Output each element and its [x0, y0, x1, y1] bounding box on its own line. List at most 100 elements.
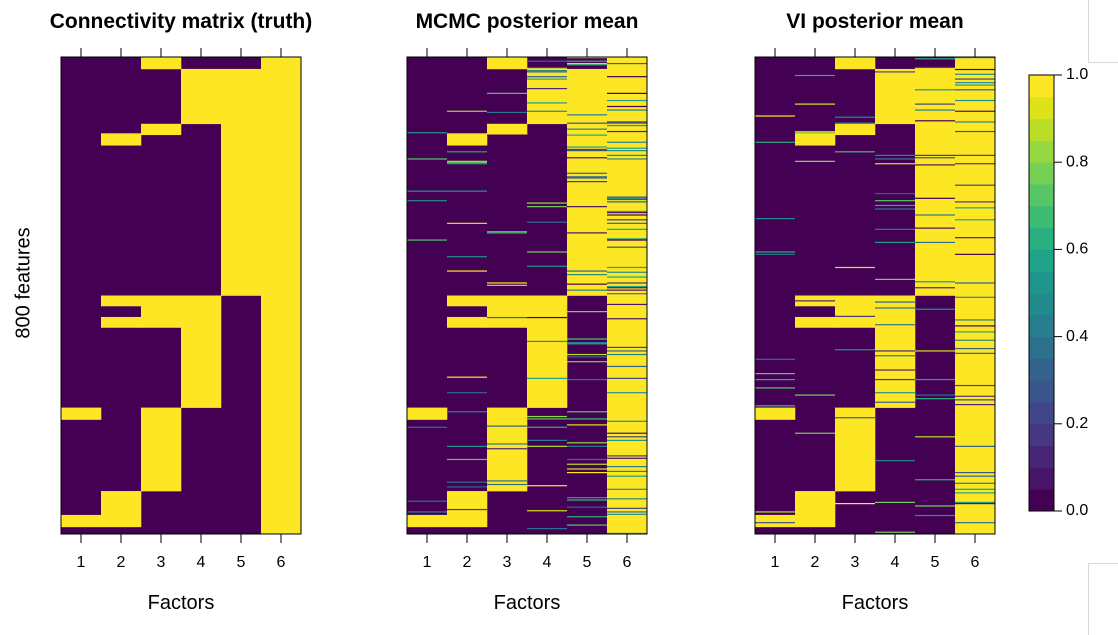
- colorbar-tick-label: 0.2: [1066, 415, 1088, 432]
- heatmap-row-stripe: [915, 287, 955, 289]
- heatmap-row-stripe: [527, 528, 567, 530]
- colorbar-level: [1029, 96, 1054, 120]
- heatmap-cell-block: [795, 491, 836, 528]
- colorbar-level: [1029, 227, 1054, 250]
- heatmap-row-stripe: [915, 157, 955, 159]
- heatmap-row-stripe: [607, 121, 647, 123]
- panel-1: Connectivity matrix (truth) 1 2 3 4 5 6 Factors: [50, 10, 313, 614]
- heatmap-row-stripe: [607, 377, 647, 379]
- heatmap-row-stripe: [955, 347, 995, 350]
- heatmap-row-stripe: [875, 355, 915, 357]
- heatmap-row-stripe: [607, 201, 647, 203]
- heatmap-cell-block: [141, 407, 182, 492]
- heatmap-row-stripe: [607, 76, 647, 78]
- heatmap-row-stripe: [915, 227, 955, 229]
- heatmap-row-stripe: [527, 251, 567, 253]
- heatmap-row-stripe: [567, 471, 607, 474]
- heatmap-row-stripe: [607, 246, 647, 248]
- heatmap-row-stripe: [607, 287, 647, 289]
- heatmap-cell-block: [527, 295, 568, 408]
- colorbar-level: [1029, 314, 1054, 338]
- heatmap-row-stripe: [447, 486, 487, 488]
- heatmap-cell-block: [141, 57, 182, 70]
- heatmap-cell-block: [955, 57, 996, 535]
- heatmap-row-stripe: [915, 89, 955, 91]
- heatmap-row-stripe: [447, 508, 487, 511]
- colorbar-level: [1029, 249, 1054, 272]
- heatmap-row-stripe: [567, 442, 607, 444]
- heatmap-row-stripe: [487, 448, 527, 450]
- heatmap-row-stripe: [567, 57, 607, 59]
- heatmap-cell-block: [567, 68, 608, 296]
- heatmap-row-stripe: [607, 214, 647, 216]
- heatmap-row-stripe: [487, 231, 527, 233]
- heatmap-row-stripe: [567, 497, 607, 499]
- heatmap-row-stripe: [755, 378, 795, 381]
- heatmap-row-stripe: [527, 418, 567, 420]
- heatmap-row-stripe: [755, 522, 795, 524]
- x-tick-label: 3: [851, 554, 860, 571]
- heatmap-row-stripe: [835, 151, 875, 153]
- heatmap-row-stripe: [955, 99, 995, 102]
- heatmap-row-stripe: [567, 283, 607, 285]
- heatmap-row-stripe: [875, 531, 915, 533]
- heatmap-row-stripe: [567, 134, 607, 136]
- heatmap-row-stripe: [407, 426, 447, 428]
- heatmap-cell-block: [101, 316, 142, 328]
- heatmap-row-stripe: [755, 115, 795, 117]
- heatmap-row-stripe: [567, 60, 607, 62]
- heatmap-row-stripe: [447, 160, 487, 162]
- heatmap-cell-block: [181, 68, 222, 125]
- heatmap-row-stripe: [875, 71, 915, 73]
- heatmap-cell-block: [487, 57, 528, 70]
- colorbar-level: [1029, 489, 1054, 512]
- heatmap-row-stripe: [407, 200, 447, 202]
- heatmap-row-stripe: [527, 439, 567, 441]
- heatmap-row-stripe: [607, 455, 647, 457]
- heatmap-row-stripe: [955, 384, 995, 387]
- heatmap-row-stripe: [527, 67, 567, 69]
- heatmap-cell-block: [101, 491, 142, 528]
- heatmap-row-stripe: [487, 282, 527, 284]
- x-tick-label: 2: [463, 554, 472, 571]
- colorbar-level: [1029, 140, 1054, 163]
- heatmap-row-stripe: [447, 190, 487, 192]
- colorbar-tick-label: 0.8: [1066, 153, 1088, 170]
- heatmap-row-stripe: [407, 500, 447, 502]
- panel-3: VI posterior mean 1 2 3 4 5 6 Factors: [754, 10, 996, 614]
- x-axis-label: Factors: [842, 592, 909, 614]
- heatmap-row-stripe: [607, 439, 647, 441]
- heatmap-row-stripe: [447, 458, 487, 461]
- x-tick-label: 4: [543, 554, 552, 571]
- heatmap-row-stripe: [487, 443, 527, 445]
- heatmap-row-stripe: [955, 492, 995, 494]
- heatmap-row-stripe: [567, 353, 607, 356]
- heatmap-row-stripe: [875, 301, 915, 303]
- heatmap-cell-block: [487, 407, 528, 492]
- heatmap-row-stripe: [915, 514, 955, 517]
- heatmap-row-stripe: [607, 475, 647, 477]
- colorbar-tick-label: 0.0: [1066, 502, 1088, 519]
- heatmap-row-stripe: [607, 228, 647, 230]
- heatmap-row-stripe: [607, 289, 647, 291]
- heatmap-row-stripe: [527, 110, 567, 112]
- heatmap-row-stripe: [607, 432, 647, 434]
- colorbar: 0.0 0.2 0.4 0.6 0.8 1.0: [1028, 66, 1088, 519]
- heatmap-row-stripe: [955, 68, 995, 71]
- heatmap-row-stripe: [607, 62, 647, 65]
- heatmap-row-stripe: [607, 532, 647, 535]
- heatmap-cell-block: [447, 295, 488, 307]
- heatmap-row-stripe: [607, 141, 647, 143]
- heatmap-row-stripe: [607, 238, 647, 240]
- heatmap-row-stripe: [487, 92, 527, 94]
- heatmap-row-stripe: [955, 89, 995, 91]
- heatmap-row-stripe: [875, 350, 915, 352]
- heatmap-row-stripe: [955, 399, 995, 401]
- heatmap-row-stripe: [527, 426, 567, 428]
- heatmap-row-stripe: [527, 88, 567, 90]
- x-axis-label: Factors: [494, 592, 561, 614]
- heatmap-row-stripe: [567, 172, 607, 174]
- heatmap-row-stripe: [567, 499, 607, 501]
- heatmap-row-stripe: [755, 251, 795, 253]
- heatmap-row-stripe: [447, 445, 487, 447]
